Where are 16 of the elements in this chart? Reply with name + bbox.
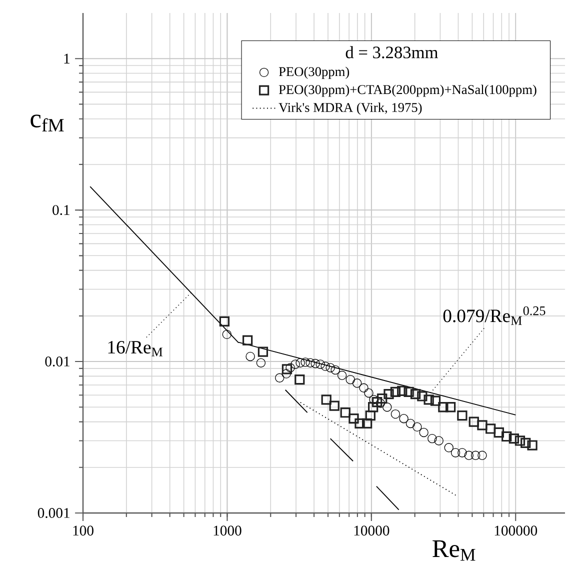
y-axis-title: c$_{fM}$ [30,114,64,132]
annotation: 0.079/Re$_{M}$0.25 [443,306,546,325]
x-tick-label: 10000 [354,526,390,536]
legend-title: d = 3.283mm [346,46,438,58]
x-tick-label: 1000 [214,526,242,536]
y-tick-label: 0.001 [38,508,70,518]
annotation: 16/Re$_{M}$ [108,341,163,356]
x-axis-title: Re$_{M}$ [432,540,476,561]
legend-label: PEO(30ppm) [278,66,350,79]
legend-label: PEO(30ppm)+CTAB(200ppm)+NaSal(100ppm) [278,84,536,97]
y-tick-label: 1 [64,54,70,64]
y-tick-label: 0.1 [52,205,70,216]
legend-label: Virk's MDRA (Virk, 1975) [278,102,422,115]
x-tick-label: 100 [73,526,94,536]
y-tick-label: 0.01 [45,356,70,367]
x-tick-label: 100000 [494,526,538,536]
